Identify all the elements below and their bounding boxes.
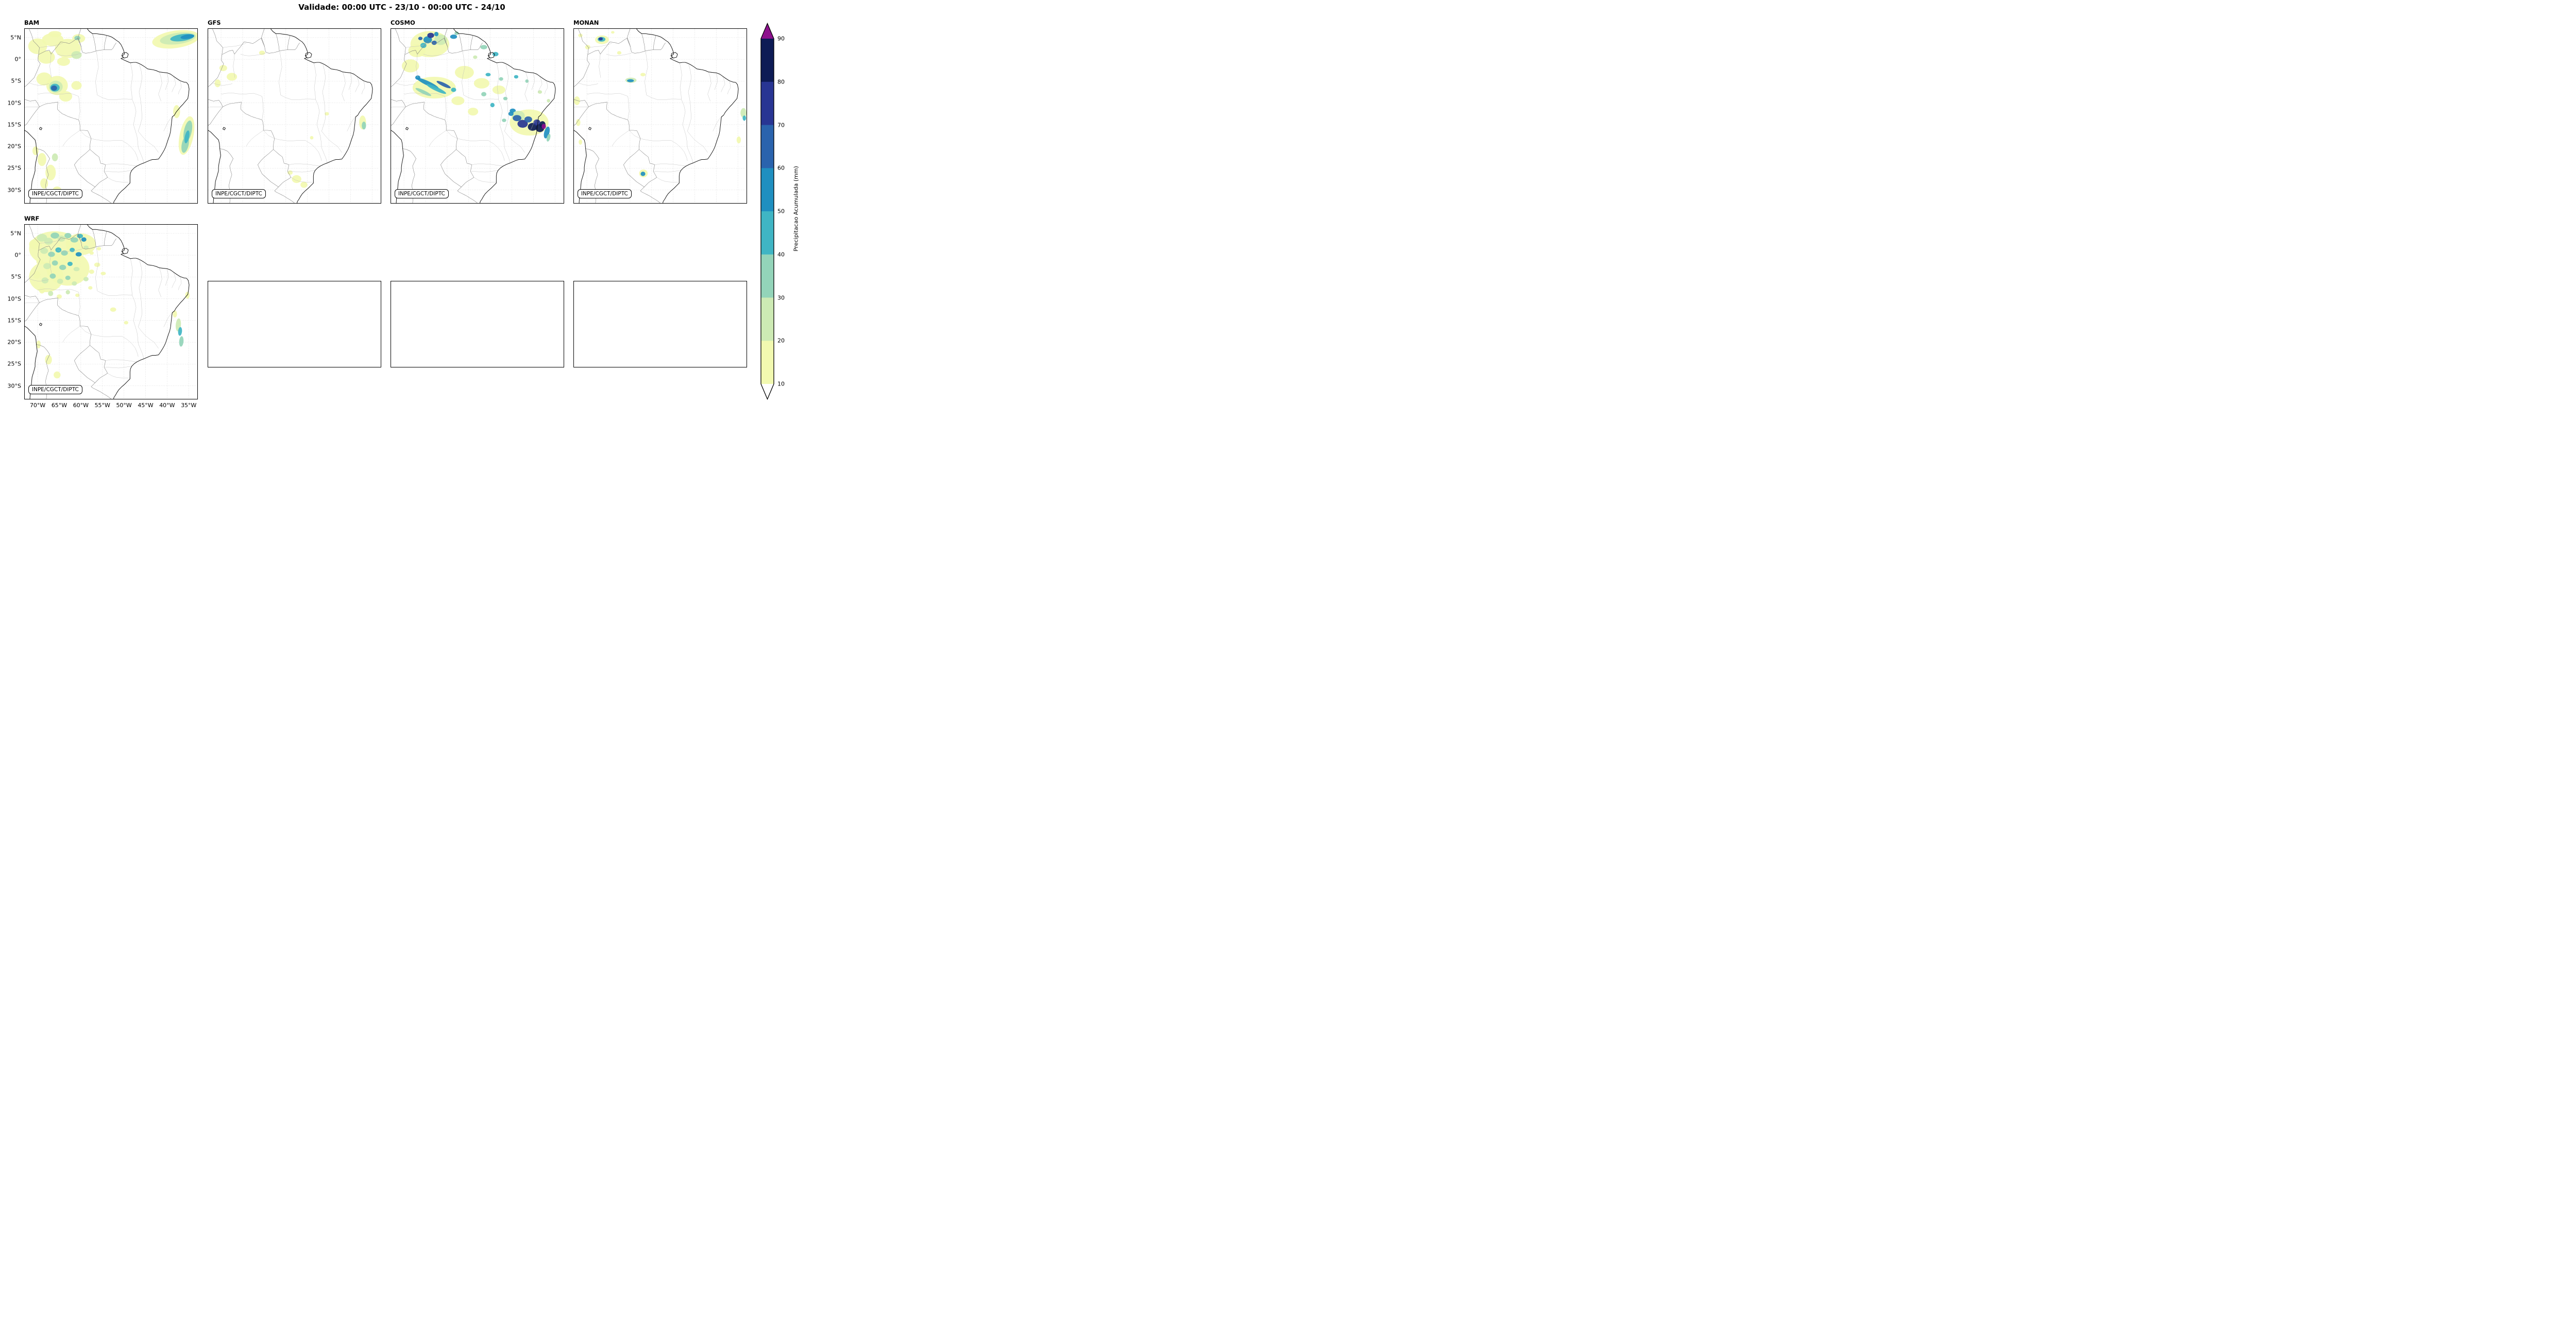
basemap-svg <box>208 29 381 203</box>
colorbar-tick-label: 80 <box>777 78 785 86</box>
empty-panel-1 <box>208 281 381 367</box>
map-bam <box>25 29 197 203</box>
lon-tick-label: 70°W <box>29 402 46 409</box>
colorbar <box>760 22 774 400</box>
coastline <box>25 29 190 203</box>
lon-tick-label: 50°W <box>116 402 132 409</box>
coastline <box>574 29 739 203</box>
colorbar-tick-label: 90 <box>777 35 785 42</box>
state-borders <box>391 43 548 182</box>
lat-tick-label: 10°S <box>7 99 21 107</box>
basemap-svg <box>391 29 564 203</box>
panel-title-bam: BAM <box>24 19 40 26</box>
lon-tick-label: 55°W <box>94 402 110 409</box>
graticule <box>208 29 381 203</box>
lat-tick-label: 30°S <box>7 187 21 194</box>
figure-title: Validade: 00:00 UTC - 23/10 - 00:00 UTC … <box>298 3 505 12</box>
basemap-svg <box>25 225 197 399</box>
colorbar-label: Precipitacao Acumulada (mm) <box>792 166 800 251</box>
lat-tick-label: 25°S <box>7 360 21 367</box>
colorbar-tick-label: 30 <box>777 294 785 301</box>
colorbar-tick-label: 40 <box>777 251 785 258</box>
graticule <box>25 29 197 203</box>
panel-gfs: GFS <box>208 19 381 204</box>
basemap-svg <box>574 29 747 203</box>
credit-badge: INPE/CGCT/DIPTC <box>212 189 266 198</box>
lat-tick-label: 15°S <box>7 317 21 324</box>
lat-tick-label: 25°S <box>7 164 21 172</box>
colorbar-tick-label: 10 <box>777 380 785 388</box>
lat-tick-label: 20°S <box>7 143 21 150</box>
lon-tick-label: 60°W <box>73 402 89 409</box>
figure: Validade: 00:00 UTC - 23/10 - 00:00 UTC … <box>0 0 804 411</box>
panel-cosmo: COSMO <box>391 19 564 204</box>
lon-tick-label: 45°W <box>138 402 154 409</box>
coastline <box>391 29 556 203</box>
lat-tick-label: 5°N <box>10 230 21 237</box>
country-borders <box>574 29 666 203</box>
panel-title-wrf: WRF <box>24 215 40 222</box>
map-gfs <box>208 29 381 203</box>
lat-tick-label: 30°S <box>7 382 21 390</box>
credit-badge: INPE/CGCT/DIPTC <box>578 189 632 198</box>
colorbar-tick-label: 60 <box>777 164 785 172</box>
basemap-svg <box>25 29 197 203</box>
coastline <box>208 29 373 203</box>
lon-tick-label: 35°W <box>181 402 197 409</box>
graticule <box>25 225 197 399</box>
lat-tick-label: 0° <box>14 56 22 63</box>
precip-layer <box>28 30 197 194</box>
state-borders <box>574 43 731 182</box>
country-borders <box>25 29 116 203</box>
credit-badge: INPE/CGCT/DIPTC <box>28 385 82 394</box>
empty-panel-3 <box>573 281 747 367</box>
colorbar-svg <box>760 22 774 400</box>
panel-title-cosmo: COSMO <box>391 19 415 26</box>
state-borders <box>25 43 182 182</box>
graticule <box>574 29 747 203</box>
panel-wrf: WRF <box>8 215 198 409</box>
state-borders <box>25 239 182 378</box>
credit-badge: INPE/CGCT/DIPTC <box>395 189 449 198</box>
empty-panel-2 <box>391 281 564 367</box>
precip-layer <box>29 231 190 391</box>
coastline <box>25 225 190 399</box>
lat-tick-label: 5°N <box>10 34 21 41</box>
lat-tick-label: 5°S <box>11 77 21 85</box>
lat-tick-label: 15°S <box>7 121 21 128</box>
precip-layer <box>214 51 366 188</box>
colorbar-tick-label: 70 <box>777 122 785 128</box>
colorbar-tick-label: 20 <box>777 337 785 344</box>
credit-badge: INPE/CGCT/DIPTC <box>28 189 82 198</box>
precip-layer <box>401 31 551 142</box>
colorbar-tick-label: 50 <box>777 208 785 215</box>
state-borders <box>208 43 365 182</box>
lat-tick-label: 5°S <box>11 273 21 280</box>
map-monan <box>574 29 747 203</box>
lon-tick-label: 65°W <box>51 402 67 409</box>
panel-title-monan: MONAN <box>573 19 599 26</box>
lon-tick-label: 40°W <box>159 402 175 409</box>
lat-tick-label: 20°S <box>7 339 21 346</box>
lat-tick-label: 10°S <box>7 295 21 303</box>
lat-tick-label: 0° <box>14 251 22 259</box>
panel-title-gfs: GFS <box>208 19 221 26</box>
precip-layer <box>574 31 747 178</box>
panel-monan: MONAN <box>573 19 747 204</box>
map-wrf <box>25 225 197 399</box>
country-borders <box>25 225 116 399</box>
map-cosmo <box>391 29 564 203</box>
country-borders <box>391 29 483 203</box>
panel-bam: BAM <box>8 19 198 204</box>
